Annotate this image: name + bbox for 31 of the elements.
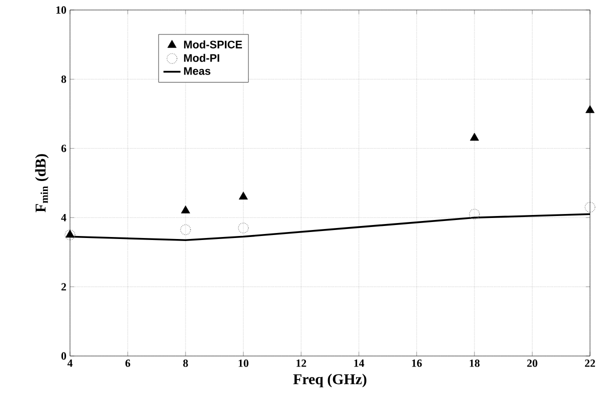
- legend-label: Meas: [184, 67, 210, 75]
- point: [238, 192, 248, 200]
- y-tick-label: 2: [61, 283, 66, 290]
- point: [585, 105, 595, 114]
- x-tick-label: 16: [412, 360, 422, 367]
- point: [181, 206, 190, 214]
- y-tick-label: 8: [61, 76, 66, 83]
- y-tick-label: 4: [61, 214, 66, 222]
- x-tick-label: 18: [470, 360, 480, 367]
- x-tick-label: 12: [296, 360, 306, 367]
- x-tick-label: 6: [125, 360, 130, 367]
- x-tick-label: 22: [584, 360, 596, 367]
- x-tick-label: 14: [354, 360, 364, 367]
- point: [180, 224, 191, 236]
- x-tick-label: 20: [527, 360, 538, 367]
- point: [470, 132, 479, 141]
- x-tick-label: 4: [67, 360, 73, 367]
- legend-label: Mod-SPICE: [184, 40, 242, 48]
- x-axis-title: Freq (GHz): [293, 374, 366, 388]
- y-tick-label: 6: [61, 144, 66, 152]
- y-tick-label: 0: [61, 352, 66, 360]
- legend-label: Mod-PI: [184, 54, 220, 62]
- x-tick-label: 10: [238, 360, 248, 367]
- y-tick-label: 10: [56, 6, 66, 14]
- x-tick-label: 8: [183, 360, 188, 367]
- point: [584, 202, 596, 213]
- point: [238, 222, 249, 234]
- point: [469, 208, 480, 220]
- y-axis-title: F$_{min}$ (dB): [35, 154, 49, 212]
- point: [65, 230, 75, 238]
- point: [64, 230, 76, 240]
